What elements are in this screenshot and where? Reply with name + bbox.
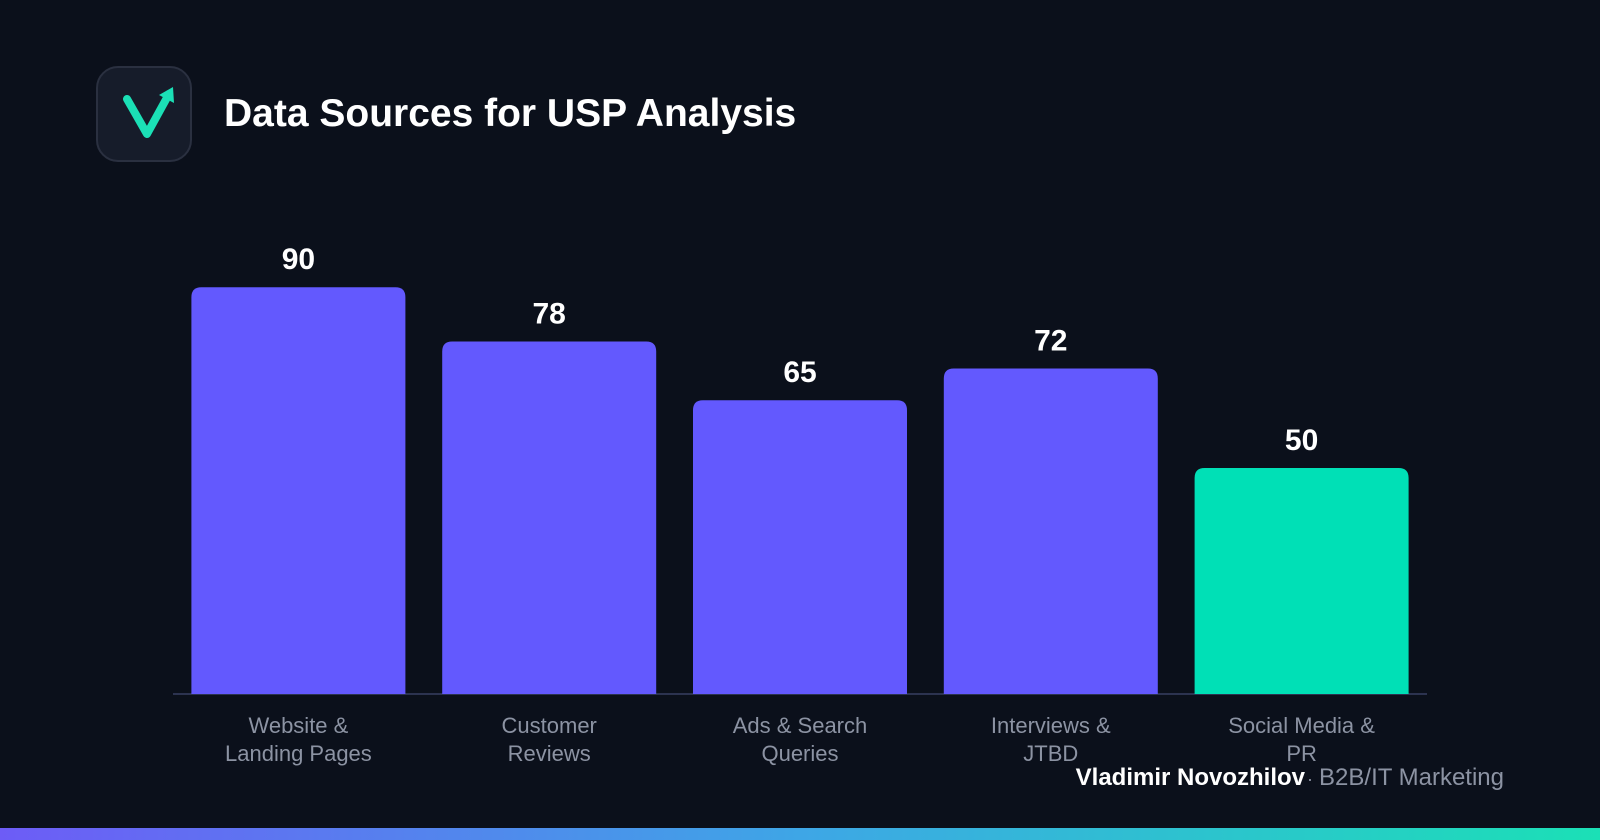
value-label-5: 50 xyxy=(1285,424,1318,457)
category-label-5: Social Media & PR xyxy=(1228,713,1375,766)
category-label-1: Website & Landing Pages xyxy=(225,713,372,766)
category-label-line: Social Media & xyxy=(1228,713,1375,738)
bar-chart: 90 78 65 72 50 Website & Landing Pages Custome… xyxy=(173,243,1427,766)
author-name: Vladimir Novozhilov xyxy=(1075,764,1306,791)
category-labels-group: Website & Landing Pages Customer Reviews Ads… xyxy=(225,713,1375,766)
bar-4 xyxy=(943,368,1158,694)
category-label-line: Reviews xyxy=(508,741,591,766)
bar-2 xyxy=(442,341,657,694)
value-label-3: 65 xyxy=(783,356,816,389)
value-label-2: 78 xyxy=(533,297,566,330)
bar-3 xyxy=(693,400,907,694)
category-label-line: Ads & Search xyxy=(733,713,868,738)
category-label-line: Queries xyxy=(761,741,838,766)
author-credit: Vladimir Novozhilov · B2B/IT Marketing xyxy=(1076,763,1504,794)
author-role: B2B/IT Marketing xyxy=(1319,764,1504,791)
bottom-gradient-bar xyxy=(0,828,1600,840)
bar-1 xyxy=(191,287,406,694)
category-label-3: Ads & Search Queries xyxy=(733,713,868,766)
bar-5 xyxy=(1194,468,1409,694)
page-title: Data Sources for USP Analysis xyxy=(224,92,797,135)
brand-logo xyxy=(96,66,192,162)
category-label-line: Website & xyxy=(248,713,348,738)
v-checkmark-arrow-icon xyxy=(123,87,174,138)
category-label-line: PR xyxy=(1286,741,1317,766)
category-label-line: JTBD xyxy=(1023,741,1078,766)
value-labels-group: 90 78 65 72 50 xyxy=(282,243,1319,457)
category-label-line: Interviews & xyxy=(991,713,1111,738)
value-label-1: 90 xyxy=(282,243,315,276)
credit-separator: · xyxy=(1307,769,1314,789)
category-label-line: Customer xyxy=(502,713,597,738)
category-label-4: Interviews & JTBD xyxy=(991,713,1111,766)
category-label-2: Customer Reviews xyxy=(502,713,597,766)
value-label-4: 72 xyxy=(1034,325,1067,358)
category-label-line: Landing Pages xyxy=(225,741,372,766)
bars-group xyxy=(191,287,1409,694)
